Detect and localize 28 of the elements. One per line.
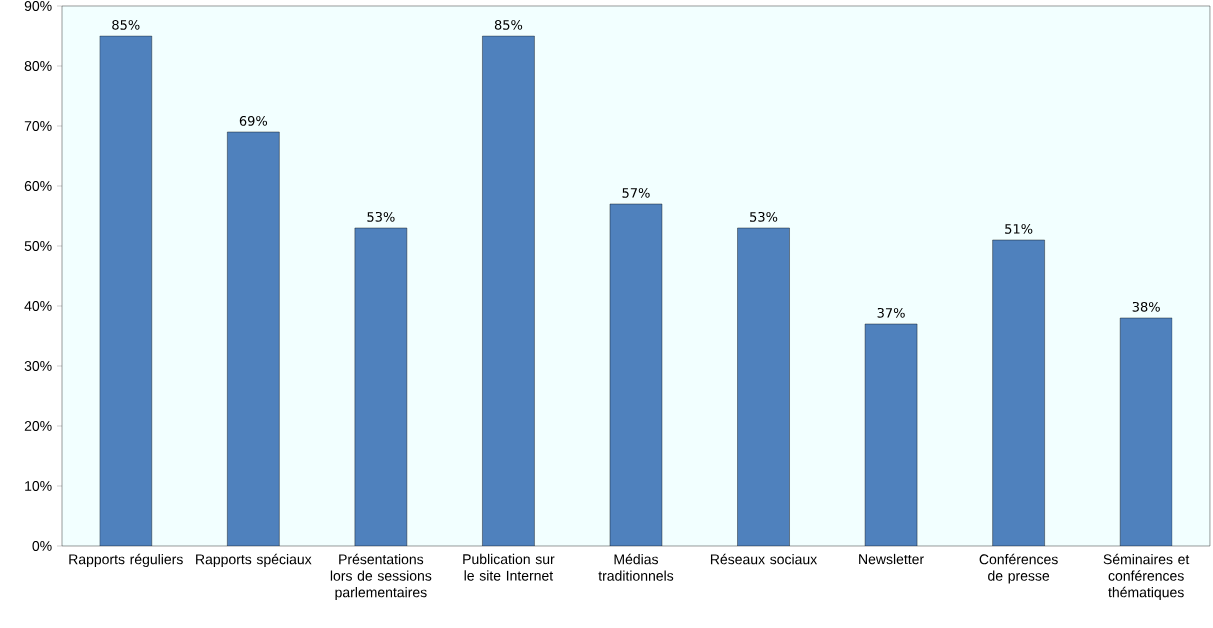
x-tick-label: Rapports réguliers — [69, 553, 183, 568]
data-label: 37% — [877, 307, 905, 318]
data-label: 51% — [1005, 223, 1033, 234]
x-tick-label: Médias traditionnels — [598, 553, 674, 581]
y-tick-label: 70% — [24, 121, 52, 131]
x-tick-label: Newsletter — [859, 553, 924, 565]
data-label: 57% — [622, 187, 650, 198]
y-tick-label: 10% — [25, 481, 52, 491]
data-label: 53% — [750, 211, 778, 222]
data-label: 69% — [239, 115, 268, 126]
y-tick-label: 40% — [24, 301, 52, 311]
x-tick-label: Séminaires et conférences thématiques — [1103, 553, 1190, 601]
x-tick-label: Conférences de presse — [979, 553, 1058, 584]
data-label: 53% — [367, 211, 395, 222]
y-tick-label: 50% — [24, 241, 52, 251]
x-tick-label: Publication sur le site Internet — [463, 553, 555, 581]
y-tick-label: 0% — [32, 541, 52, 551]
y-tick-label: 30% — [24, 361, 52, 371]
x-tick-label: Réseaux sociaux — [710, 553, 818, 565]
y-tick-label: 90% — [24, 1, 52, 11]
data-label: 85% — [494, 19, 523, 30]
y-tick-label: 80% — [24, 61, 52, 71]
y-tick-label: 20% — [24, 421, 52, 431]
y-tick-label: 60% — [24, 181, 52, 191]
x-tick-label: Présentations lors de sessions parlementaires — [330, 553, 432, 601]
data-label: 38% — [1132, 301, 1160, 312]
data-label: 85% — [112, 19, 140, 30]
x-tick-label: Rapports spéciaux — [196, 553, 312, 568]
